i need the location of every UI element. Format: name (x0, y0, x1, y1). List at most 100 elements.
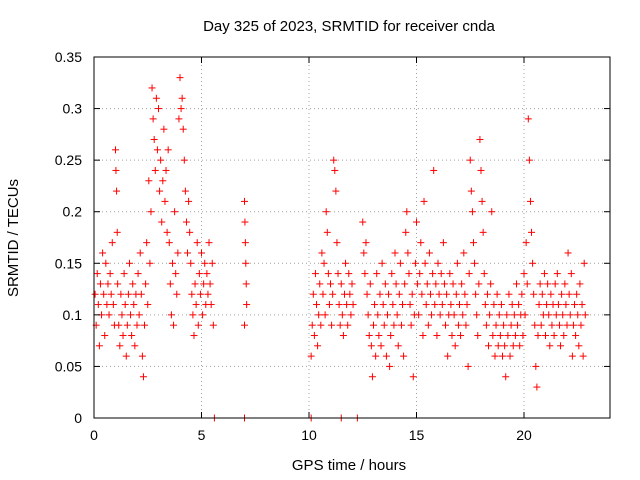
data-point (492, 321, 500, 329)
x-tick-label: 20 (516, 427, 532, 443)
x-tick-label: 10 (301, 427, 317, 443)
x-tick-label: 0 (90, 427, 98, 443)
data-point (206, 280, 214, 288)
data-point (129, 280, 137, 288)
data-point (186, 228, 194, 236)
data-point (486, 311, 494, 319)
data-point (436, 311, 444, 319)
data-point (465, 270, 473, 278)
data-point (466, 156, 474, 164)
data-point (185, 197, 193, 205)
data-point (362, 239, 370, 247)
data-point (499, 352, 506, 360)
data-point (125, 259, 133, 267)
data-point (91, 290, 99, 298)
data-point (102, 259, 110, 267)
data-point (342, 259, 350, 267)
data-point (166, 280, 174, 288)
data-point (429, 270, 437, 278)
data-point (207, 301, 215, 309)
data-point (175, 115, 183, 123)
data-point (136, 249, 144, 257)
data-point (137, 290, 145, 298)
data-point (530, 290, 538, 298)
data-point (127, 311, 135, 319)
data-point (476, 136, 484, 144)
data-point (469, 239, 477, 247)
data-point (395, 290, 403, 298)
data-point (440, 280, 448, 288)
data-point (432, 280, 440, 288)
data-point (552, 311, 560, 319)
data-point (479, 228, 487, 236)
data-point (128, 331, 136, 339)
data-point (143, 239, 151, 247)
data-point (333, 239, 341, 247)
data-point (373, 270, 381, 278)
data-point (319, 290, 327, 298)
data-point (425, 249, 433, 257)
data-point (576, 280, 584, 288)
data-point (337, 280, 345, 288)
data-point (320, 259, 328, 267)
data-point (409, 373, 417, 381)
data-point (405, 270, 413, 278)
data-point (195, 270, 203, 278)
data-point (562, 301, 570, 309)
data-point (149, 115, 157, 123)
data-point (481, 301, 489, 309)
data-point (380, 321, 388, 329)
data-point (485, 342, 493, 350)
data-point (179, 125, 187, 133)
data-point (157, 156, 165, 164)
data-point (94, 301, 102, 309)
data-point (372, 352, 380, 360)
data-point (346, 290, 354, 298)
data-point (345, 270, 353, 278)
data-point (141, 321, 149, 329)
data-point (115, 321, 123, 329)
data-point (534, 331, 542, 339)
data-point (334, 270, 342, 278)
data-point (459, 311, 467, 319)
data-point (478, 197, 486, 205)
data-point (502, 373, 510, 381)
data-point (117, 290, 125, 298)
data-point (456, 301, 463, 309)
data-point (525, 156, 533, 164)
data-point (359, 218, 367, 226)
x-tick-label: 5 (198, 427, 206, 443)
data-point (426, 290, 434, 298)
data-point (139, 373, 147, 381)
data-point (403, 208, 411, 216)
data-point (515, 301, 523, 309)
data-point (581, 311, 589, 319)
data-point (554, 301, 562, 309)
data-point (514, 321, 522, 329)
data-point (363, 290, 371, 298)
data-point (532, 362, 540, 370)
data-point (533, 383, 541, 391)
data-point (314, 342, 322, 350)
data-point (360, 249, 368, 257)
data-point (190, 331, 198, 339)
data-point (454, 321, 462, 329)
data-point (400, 352, 408, 360)
data-point (439, 239, 447, 247)
data-point (158, 218, 166, 226)
data-point (101, 331, 109, 339)
data-point (458, 280, 466, 288)
data-point (156, 187, 164, 195)
data-point (313, 301, 321, 309)
data-point (165, 239, 173, 247)
data-point (438, 301, 446, 309)
data-point (516, 342, 524, 350)
data-point (424, 321, 432, 329)
data-point (543, 301, 551, 309)
data-point (118, 311, 126, 319)
data-point (460, 249, 468, 257)
data-point (504, 331, 512, 339)
data-point (503, 311, 511, 319)
data-point (242, 259, 250, 267)
data-point (192, 301, 200, 309)
